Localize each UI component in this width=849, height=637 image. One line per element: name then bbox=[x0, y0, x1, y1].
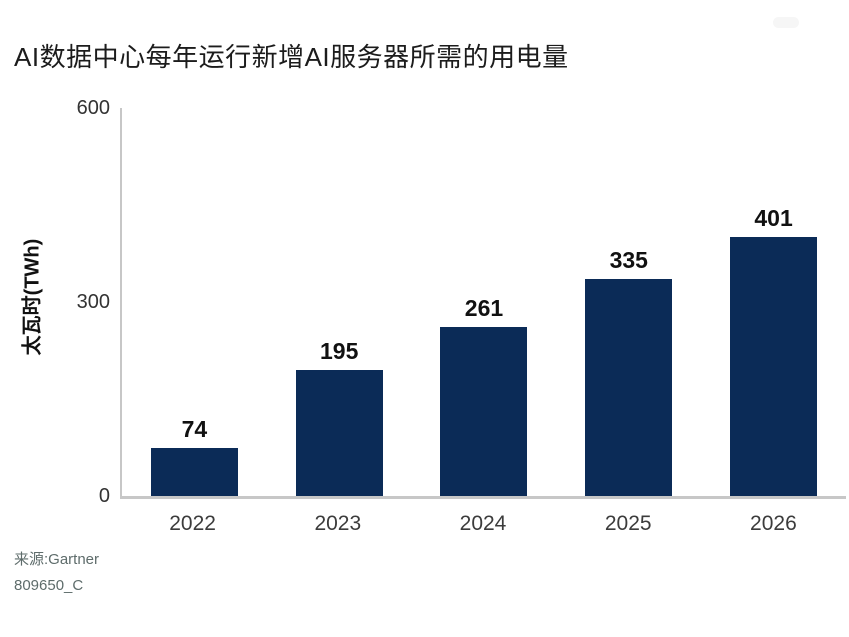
bar-slot: 401 bbox=[701, 108, 846, 496]
x-axis-tick-label: 2022 bbox=[169, 512, 216, 535]
y-axis-tick-label: 0 bbox=[98, 485, 110, 507]
bar-value-label: 195 bbox=[320, 337, 359, 364]
bar bbox=[295, 369, 383, 496]
chart-title: AI数据中心每年运行新增AI服务器所需的用电量 bbox=[14, 42, 569, 72]
x-axis-tick-label: 2025 bbox=[604, 512, 652, 535]
source-footer: 来源:Gartner 809650_C bbox=[14, 547, 99, 600]
faint-artifact-mark bbox=[773, 17, 799, 28]
bar bbox=[440, 327, 528, 496]
x-axis-tick-label: 2024 bbox=[459, 512, 507, 535]
bar-value-label: 401 bbox=[754, 204, 793, 231]
bar-value-label: 74 bbox=[181, 416, 208, 443]
bar-slot: 74 bbox=[122, 108, 267, 496]
y-axis-tick-label: 600 bbox=[76, 97, 110, 119]
doc-id-label: 809650_C bbox=[14, 577, 84, 595]
bar-slot: 335 bbox=[556, 108, 701, 496]
bar-value-label: 335 bbox=[609, 247, 648, 274]
bar bbox=[150, 448, 238, 496]
x-axis-tick-label: 2026 bbox=[750, 512, 797, 535]
bar-slot: 261 bbox=[412, 108, 557, 496]
x-axis-labels: 2022 2023 2024 2025 2026 bbox=[120, 513, 846, 534]
bar-value-label: 261 bbox=[464, 295, 504, 322]
bar bbox=[730, 236, 818, 496]
x-axis-tick-label: 2023 bbox=[314, 512, 362, 535]
bar-slot: 195 bbox=[267, 108, 412, 496]
plot-area: 74 195 261 335 401 bbox=[120, 108, 846, 499]
bar bbox=[585, 279, 673, 496]
source-label: 来源:Gartner bbox=[14, 551, 100, 568]
bars-container: 74 195 261 335 401 bbox=[122, 108, 846, 496]
y-axis-tick-label: 300 bbox=[76, 291, 110, 313]
